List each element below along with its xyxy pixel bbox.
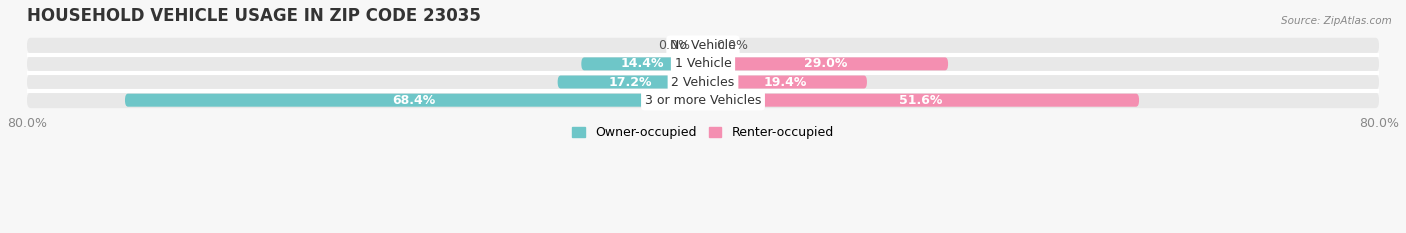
Text: 3 or more Vehicles: 3 or more Vehicles	[645, 94, 761, 107]
Text: HOUSEHOLD VEHICLE USAGE IN ZIP CODE 23035: HOUSEHOLD VEHICLE USAGE IN ZIP CODE 2303…	[27, 7, 481, 25]
FancyBboxPatch shape	[558, 75, 703, 89]
Text: No Vehicle: No Vehicle	[671, 39, 735, 52]
Legend: Owner-occupied, Renter-occupied: Owner-occupied, Renter-occupied	[568, 121, 838, 144]
Text: 0.0%: 0.0%	[658, 39, 690, 52]
Text: 1 Vehicle: 1 Vehicle	[675, 57, 731, 70]
Text: Source: ZipAtlas.com: Source: ZipAtlas.com	[1281, 16, 1392, 26]
FancyBboxPatch shape	[581, 57, 703, 70]
FancyBboxPatch shape	[27, 74, 1379, 90]
FancyBboxPatch shape	[703, 94, 1139, 107]
Text: 14.4%: 14.4%	[620, 57, 664, 70]
Text: 2 Vehicles: 2 Vehicles	[672, 75, 734, 89]
FancyBboxPatch shape	[703, 57, 948, 70]
Text: 17.2%: 17.2%	[609, 75, 652, 89]
Text: 51.6%: 51.6%	[900, 94, 942, 107]
Text: 68.4%: 68.4%	[392, 94, 436, 107]
Text: 19.4%: 19.4%	[763, 75, 807, 89]
FancyBboxPatch shape	[125, 94, 703, 107]
FancyBboxPatch shape	[27, 38, 1379, 54]
Text: 29.0%: 29.0%	[804, 57, 848, 70]
Text: 0.0%: 0.0%	[716, 39, 748, 52]
FancyBboxPatch shape	[703, 75, 868, 89]
FancyBboxPatch shape	[27, 56, 1379, 72]
FancyBboxPatch shape	[27, 92, 1379, 108]
